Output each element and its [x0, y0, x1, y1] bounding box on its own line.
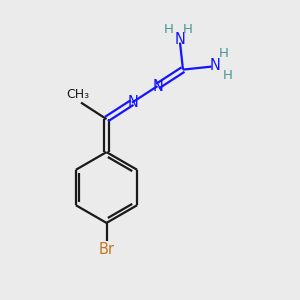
Text: N: N: [210, 58, 220, 73]
Text: Br: Br: [98, 242, 115, 257]
Text: H: H: [223, 69, 233, 82]
Text: N: N: [127, 95, 138, 110]
Text: N: N: [175, 32, 185, 47]
Text: H: H: [183, 22, 192, 36]
Text: CH₃: CH₃: [66, 88, 90, 101]
Text: H: H: [219, 46, 229, 60]
Text: H: H: [164, 22, 173, 36]
Text: N: N: [153, 79, 164, 94]
